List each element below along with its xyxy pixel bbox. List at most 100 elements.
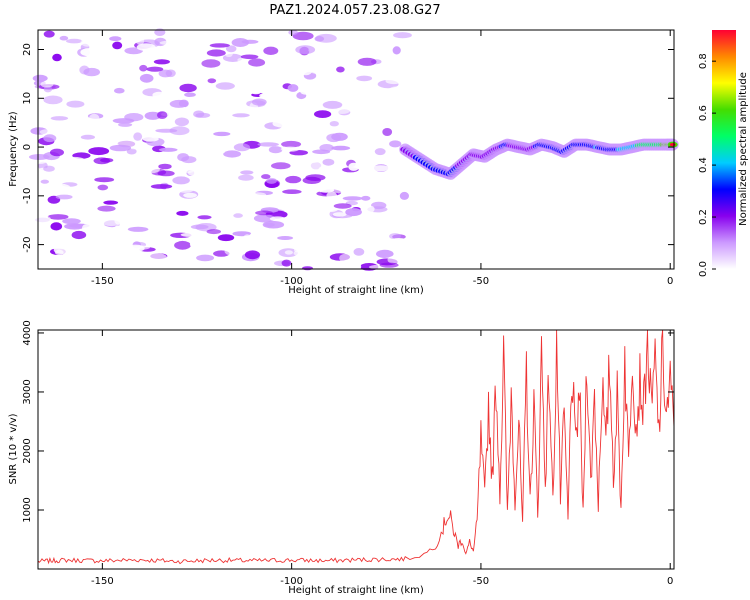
noise-blob	[303, 240, 313, 249]
noise-blob	[78, 160, 95, 165]
noise-blob	[195, 112, 211, 118]
noise-blob	[239, 120, 248, 128]
noise-blob	[277, 95, 289, 102]
noise-blob	[246, 208, 256, 218]
noise-blob	[299, 157, 321, 164]
noise-blob	[50, 148, 64, 157]
noise-blob	[240, 54, 259, 60]
noise-blob	[250, 89, 262, 95]
snr-frame	[37, 329, 675, 570]
noise-blob	[127, 226, 149, 232]
noise-blob	[43, 134, 57, 143]
noise-blob	[164, 94, 179, 102]
noise-blob	[185, 96, 202, 101]
noise-blob	[300, 88, 312, 95]
noise-blob	[333, 203, 352, 209]
noise-blob	[299, 66, 313, 76]
noise-blob	[80, 98, 100, 106]
snr-y-ticks: 1000 2000 3000 4000	[22, 320, 674, 523]
noise-blob	[60, 240, 72, 249]
noise-blob	[55, 194, 73, 200]
noise-blob	[50, 116, 69, 121]
y-tick-label: 3000	[22, 379, 33, 404]
noise-blob	[136, 147, 147, 154]
spectrogram-frame	[37, 29, 675, 270]
noise-blob	[139, 64, 148, 72]
noise-blob	[223, 230, 235, 236]
noise-blob	[369, 97, 387, 107]
noise-blob	[347, 113, 364, 123]
noise-blob	[374, 148, 386, 156]
noise-blob	[183, 192, 198, 198]
noise-blob	[389, 140, 402, 148]
noise-blob	[224, 50, 233, 57]
noise-blob	[204, 186, 216, 194]
noise-blob	[157, 111, 168, 119]
noise-blob	[376, 249, 394, 258]
noise-blob	[165, 117, 175, 122]
noise-blob	[260, 92, 276, 101]
noise-blob	[241, 39, 259, 44]
noise-blob	[55, 144, 72, 149]
y-tick-label: 10	[22, 92, 33, 105]
noise-blob	[191, 241, 209, 247]
noise-blob	[329, 184, 348, 194]
noise-blob	[52, 53, 62, 62]
x-tick-label: -50	[473, 576, 489, 587]
noise-blob	[385, 77, 403, 85]
noise-blob	[150, 184, 173, 189]
noise-blob	[326, 191, 338, 200]
noise-blob	[386, 103, 398, 110]
noise-blob	[174, 117, 189, 127]
noise-blob	[34, 215, 51, 223]
noise-blob	[115, 192, 131, 200]
noise-blob	[263, 46, 279, 55]
noise-blob	[221, 90, 232, 99]
noise-blob	[164, 140, 187, 145]
noise-blob	[287, 84, 299, 92]
noise-blob	[243, 234, 252, 243]
noise-blob	[255, 210, 273, 216]
noise-blob	[90, 262, 109, 267]
noise-blob	[177, 153, 190, 162]
noise-blob	[179, 83, 197, 93]
noise-blob	[145, 252, 167, 262]
noise-blob	[257, 142, 279, 147]
noise-blob	[126, 209, 145, 214]
noise-blob	[269, 155, 288, 162]
noise-blob	[34, 209, 48, 214]
noise-blob	[82, 224, 91, 233]
noise-blob	[379, 262, 399, 268]
noise-blob	[253, 214, 276, 223]
noise-blob	[157, 170, 175, 177]
snr-y-axis-label: SNR (10 * v/v)	[8, 413, 19, 484]
noise-blob	[80, 134, 95, 140]
x-tick-label: -150	[91, 576, 114, 587]
snr-x-axis-label: Height of straight line (km)	[288, 585, 424, 596]
noise-blob	[281, 259, 292, 267]
noise-blob	[64, 223, 85, 230]
noise-blob	[209, 43, 230, 48]
noise-blob	[33, 159, 47, 164]
colorbar-tick-label: 0.2	[698, 209, 709, 225]
noise-blob	[339, 253, 351, 263]
noise-blob	[187, 49, 200, 58]
noise-blob	[331, 132, 348, 141]
noise-blob	[135, 122, 152, 130]
noise-blob	[319, 144, 335, 152]
noise-blob	[87, 58, 105, 67]
noise-blob	[233, 213, 243, 218]
noise-blob	[104, 116, 116, 124]
noise-blob	[366, 205, 375, 213]
x-tick-label: -150	[91, 276, 114, 287]
noise-blob	[315, 33, 337, 43]
noise-blob	[131, 245, 150, 250]
y-tick-label: 4000	[22, 320, 33, 345]
spectrogram-y-ticks: -20 -10 0 10 20	[22, 43, 674, 253]
noise-blob	[289, 74, 302, 80]
noise-blob	[267, 33, 278, 42]
noise-blob	[225, 45, 237, 53]
noise-blob	[344, 64, 357, 73]
noise-blob	[240, 170, 254, 175]
noise-blob	[322, 100, 343, 109]
